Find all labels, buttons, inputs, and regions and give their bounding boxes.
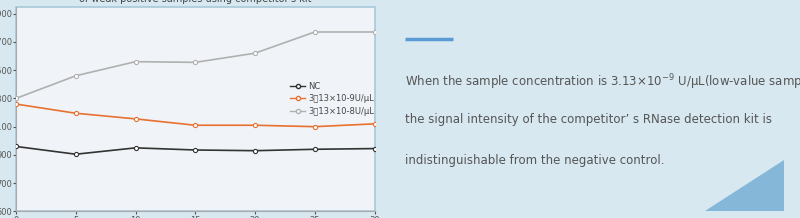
Text: When the sample concentration is 3.13$\times$10$^{-9}$ U/μL(low-value sample),: When the sample concentration is 3.13$\t… — [406, 72, 800, 92]
Text: the signal intensity of the competitor’ s RNase detection kit is: the signal intensity of the competitor’ … — [406, 113, 772, 126]
Polygon shape — [705, 160, 784, 211]
FancyBboxPatch shape — [16, 7, 374, 211]
Title: Fluorescence kinetic curves of RNase A detection
of weak positive samples using : Fluorescence kinetic curves of RNase A d… — [74, 0, 316, 4]
Text: indistinguishable from the negative control.: indistinguishable from the negative cont… — [406, 154, 665, 167]
Legend: NC, 3．13×10-9U/μL, 3．13×10-8U/μL: NC, 3．13×10-9U/μL, 3．13×10-8U/μL — [286, 78, 378, 119]
